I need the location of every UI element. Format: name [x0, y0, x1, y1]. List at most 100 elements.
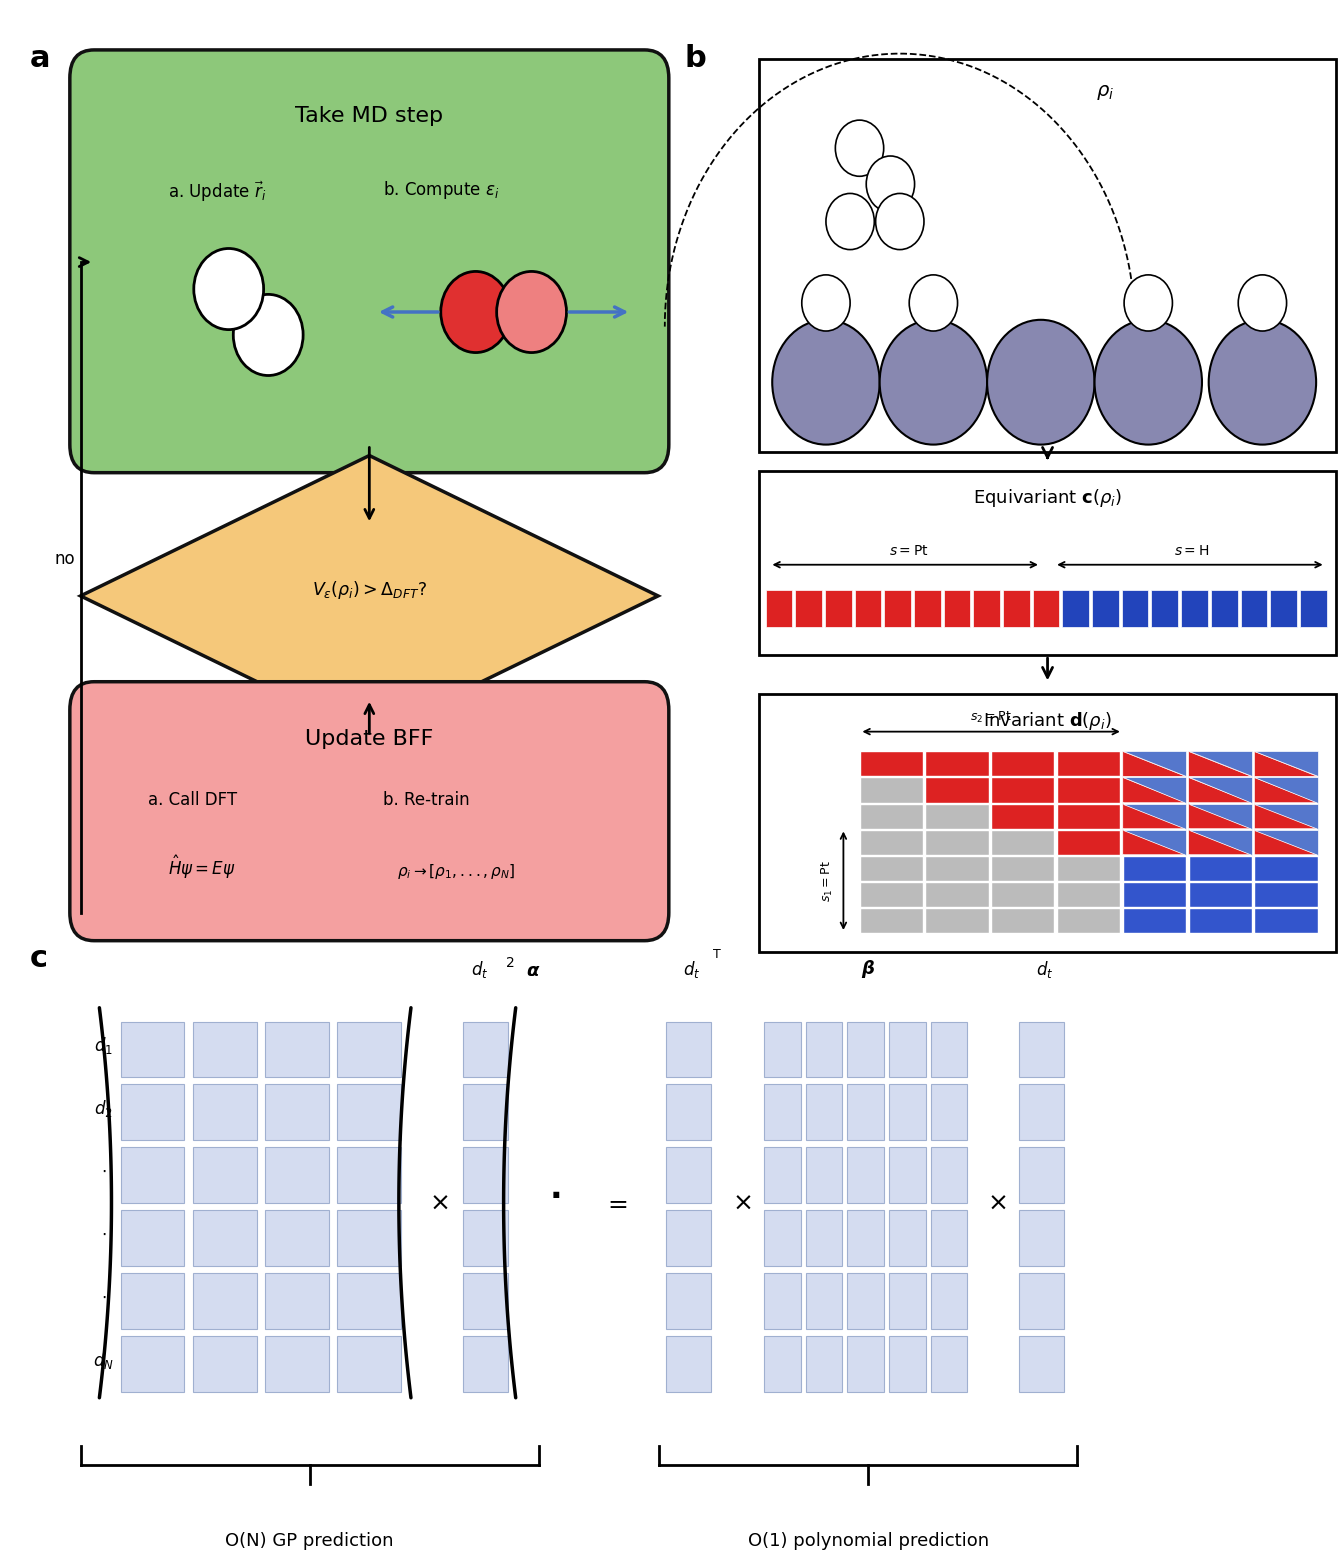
- Text: a. Call DFT: a. Call DFT: [148, 791, 236, 810]
- Bar: [847, 1211, 884, 1265]
- Polygon shape: [81, 456, 658, 736]
- Bar: [1057, 856, 1120, 881]
- Polygon shape: [1123, 752, 1186, 777]
- Text: a. Update $\vec{r}_i$: a. Update $\vec{r}_i$: [168, 179, 266, 204]
- Bar: [266, 1148, 329, 1203]
- Bar: [847, 1022, 884, 1076]
- Circle shape: [1209, 320, 1316, 445]
- Bar: [1003, 590, 1030, 627]
- Polygon shape: [1189, 830, 1252, 855]
- Bar: [1057, 777, 1120, 802]
- FancyBboxPatch shape: [759, 694, 1336, 952]
- Bar: [1254, 752, 1317, 777]
- Text: $2$: $2$: [505, 956, 514, 970]
- Bar: [1151, 590, 1178, 627]
- Bar: [666, 1337, 710, 1392]
- Bar: [193, 1084, 257, 1140]
- Text: no: no: [54, 549, 75, 568]
- Polygon shape: [1254, 803, 1317, 828]
- Bar: [925, 752, 988, 777]
- Text: $s_1 = \mathrm{Pt}$: $s_1 = \mathrm{Pt}$: [821, 860, 835, 902]
- Bar: [463, 1273, 508, 1329]
- Text: $s_2 = \mathrm{Pt}$: $s_2 = \mathrm{Pt}$: [970, 710, 1013, 725]
- Bar: [766, 590, 792, 627]
- Circle shape: [909, 275, 958, 331]
- Bar: [806, 1148, 842, 1203]
- Text: O(1) polynomial prediction: O(1) polynomial prediction: [748, 1532, 988, 1551]
- Bar: [1123, 908, 1186, 933]
- Bar: [1189, 856, 1252, 881]
- Bar: [193, 1337, 257, 1392]
- Polygon shape: [1254, 752, 1317, 777]
- Bar: [1189, 908, 1252, 933]
- Bar: [991, 881, 1054, 906]
- Text: $\hat{H}\psi = E\psi$: $\hat{H}\psi = E\psi$: [168, 853, 235, 881]
- Bar: [860, 881, 923, 906]
- Polygon shape: [1189, 803, 1252, 828]
- Bar: [1189, 803, 1252, 828]
- Polygon shape: [1254, 777, 1317, 802]
- Bar: [1189, 881, 1252, 906]
- Bar: [860, 908, 923, 933]
- Bar: [1019, 1273, 1064, 1329]
- Bar: [1189, 777, 1252, 802]
- Circle shape: [987, 320, 1095, 445]
- Text: $\boldsymbol{d_t}$: $\boldsymbol{d_t}$: [1035, 959, 1054, 980]
- Polygon shape: [1254, 830, 1317, 855]
- Bar: [925, 881, 988, 906]
- Bar: [666, 1211, 710, 1265]
- Bar: [1062, 590, 1089, 627]
- Bar: [121, 1084, 184, 1140]
- Bar: [1019, 1022, 1064, 1076]
- Bar: [925, 908, 988, 933]
- FancyBboxPatch shape: [70, 682, 669, 941]
- Bar: [764, 1148, 800, 1203]
- Text: b. Re-train: b. Re-train: [383, 791, 470, 810]
- Polygon shape: [1254, 803, 1317, 828]
- Bar: [806, 1022, 842, 1076]
- Circle shape: [1124, 275, 1172, 331]
- Bar: [847, 1148, 884, 1203]
- Bar: [1254, 908, 1317, 933]
- Bar: [337, 1148, 402, 1203]
- Bar: [1121, 590, 1148, 627]
- Polygon shape: [1189, 777, 1252, 802]
- Bar: [1254, 830, 1317, 855]
- Polygon shape: [1123, 803, 1186, 828]
- Bar: [1057, 881, 1120, 906]
- Circle shape: [497, 271, 567, 353]
- Circle shape: [802, 275, 850, 331]
- Bar: [463, 1337, 508, 1392]
- Bar: [1057, 803, 1120, 828]
- Bar: [1180, 590, 1207, 627]
- Bar: [1254, 856, 1317, 881]
- Bar: [1057, 830, 1120, 855]
- Polygon shape: [1189, 830, 1252, 855]
- Bar: [337, 1084, 402, 1140]
- Bar: [266, 1084, 329, 1140]
- Bar: [337, 1337, 402, 1392]
- Bar: [889, 1022, 925, 1076]
- Circle shape: [835, 120, 884, 176]
- Bar: [1057, 752, 1120, 777]
- Bar: [121, 1337, 184, 1392]
- Text: $d_1$: $d_1$: [94, 1034, 113, 1056]
- Bar: [991, 908, 1054, 933]
- Polygon shape: [1189, 752, 1252, 777]
- Circle shape: [880, 320, 987, 445]
- Circle shape: [1238, 275, 1287, 331]
- Bar: [847, 1084, 884, 1140]
- Bar: [1123, 856, 1186, 881]
- Circle shape: [441, 271, 510, 353]
- Bar: [121, 1148, 184, 1203]
- Polygon shape: [1189, 777, 1252, 802]
- Bar: [847, 1337, 884, 1392]
- Bar: [121, 1211, 184, 1265]
- Bar: [1123, 777, 1186, 802]
- Text: Update BFF: Update BFF: [305, 729, 434, 749]
- Bar: [931, 1148, 967, 1203]
- Bar: [1189, 830, 1252, 855]
- Text: $\times$: $\times$: [430, 1190, 449, 1215]
- Bar: [889, 1148, 925, 1203]
- Bar: [1254, 777, 1317, 802]
